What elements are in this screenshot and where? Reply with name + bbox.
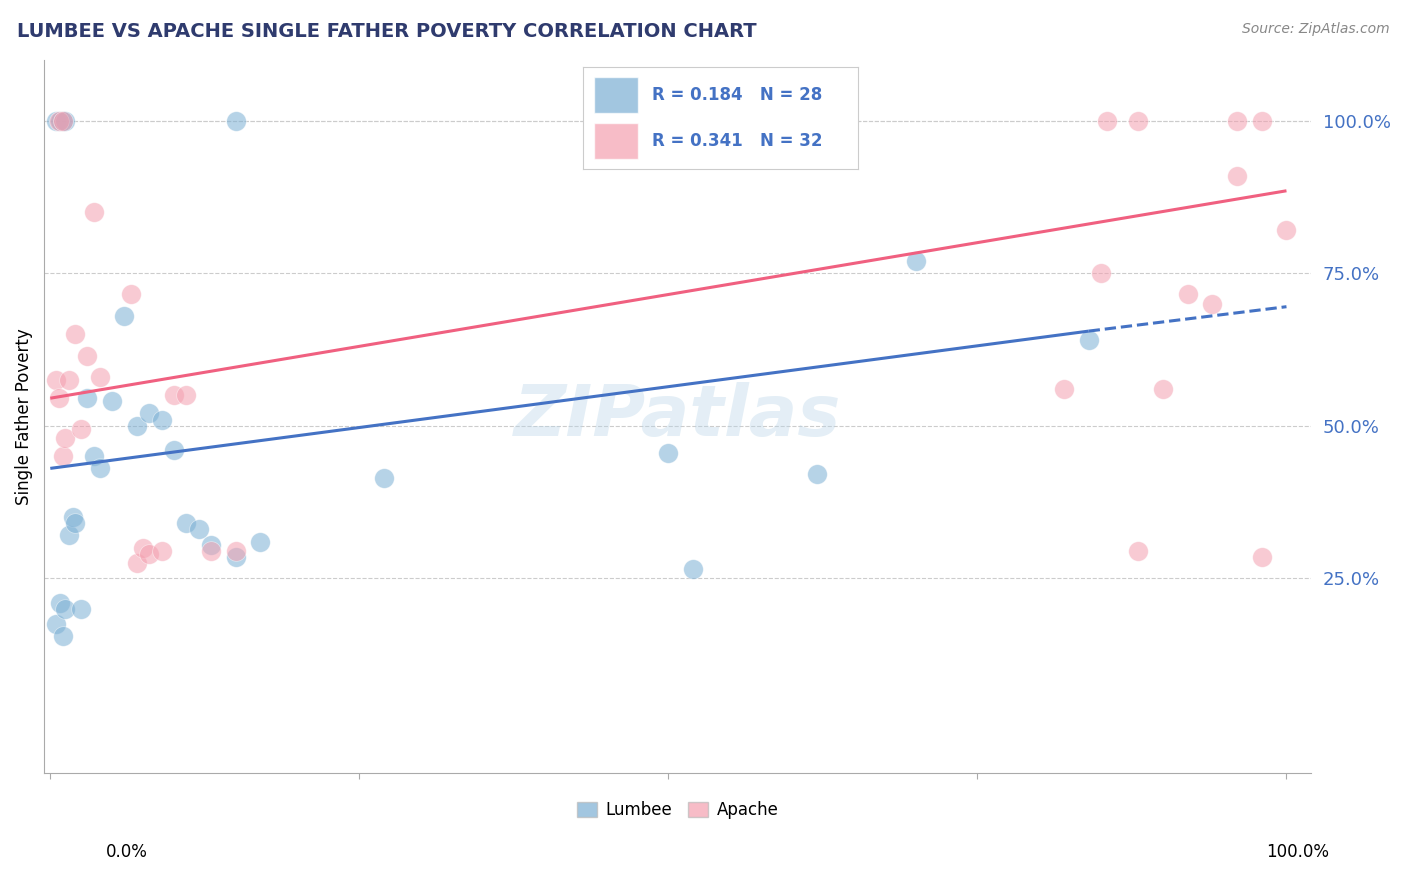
Point [1275,223,1298,237]
Text: 0.0%: 0.0% [105,843,148,861]
Point [1126,543,1149,558]
Y-axis label: Single Father Poverty: Single Father Poverty [15,328,32,505]
Point [45,373,67,387]
Point [49,596,72,610]
Point [1226,113,1249,128]
Point [45,617,67,632]
Text: 100.0%: 100.0% [1265,843,1329,861]
Point [138,407,160,421]
Point [187,522,209,536]
Point [76,391,98,405]
Point [45,113,67,128]
Point [48,391,70,405]
Point [63,516,86,531]
Point [52,113,75,128]
FancyBboxPatch shape [595,78,638,113]
Point [89,461,111,475]
Point [225,113,247,128]
Point [1095,113,1118,128]
Point [120,287,142,301]
Point [150,543,173,558]
Point [373,470,395,484]
Point [1152,382,1174,396]
Point [1226,169,1249,183]
Point [249,534,271,549]
Point [49,113,72,128]
Point [89,369,111,384]
Text: ZIPatlas: ZIPatlas [515,382,841,451]
Point [200,543,222,558]
Point [58,528,80,542]
Point [174,516,197,531]
Point [52,449,75,463]
Point [53,431,76,445]
Point [83,205,105,219]
Point [174,388,197,402]
Point [63,327,86,342]
Point [70,422,93,436]
Point [70,601,93,615]
Point [125,556,148,570]
Point [62,510,84,524]
Point [132,541,155,555]
Point [52,629,75,643]
Point [200,538,222,552]
Point [657,446,679,460]
Point [1250,549,1272,564]
Text: LUMBEE VS APACHE SINGLE FATHER POVERTY CORRELATION CHART: LUMBEE VS APACHE SINGLE FATHER POVERTY C… [17,22,756,41]
Text: R = 0.184   N = 28: R = 0.184 N = 28 [652,87,823,104]
Point [682,562,704,576]
Point [53,113,76,128]
Point [125,418,148,433]
Point [114,309,136,323]
FancyBboxPatch shape [595,123,638,159]
Point [163,443,186,458]
Point [83,449,105,463]
Point [138,547,160,561]
Text: Source: ZipAtlas.com: Source: ZipAtlas.com [1241,22,1389,37]
Point [806,467,828,482]
Point [76,349,98,363]
Point [53,601,76,615]
Point [225,543,247,558]
Point [58,373,80,387]
Point [1177,287,1199,301]
Point [1250,113,1272,128]
Point [101,394,124,409]
Point [1053,382,1076,396]
Point [1077,333,1099,347]
Point [1090,266,1112,280]
Point [1126,113,1149,128]
Point [1201,296,1223,310]
Point [904,254,927,268]
Point [163,388,186,402]
Legend: Lumbee, Apache: Lumbee, Apache [569,795,786,826]
Point [150,412,173,426]
Point [225,549,247,564]
Point [52,113,75,128]
Point [48,113,70,128]
Text: R = 0.341   N = 32: R = 0.341 N = 32 [652,132,823,150]
